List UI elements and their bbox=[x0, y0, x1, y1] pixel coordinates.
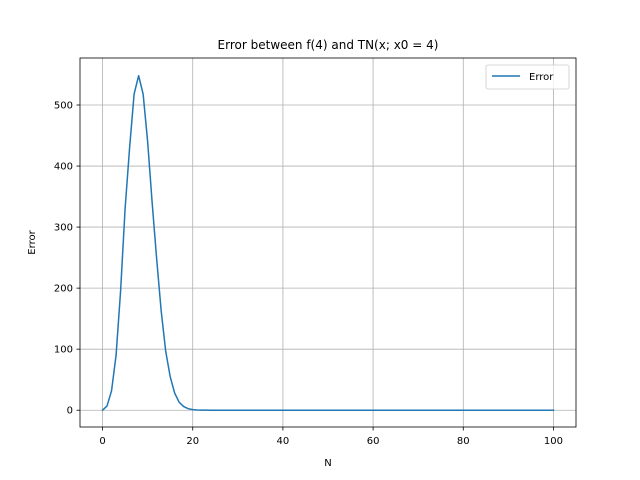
x-tick-label: 100 bbox=[544, 436, 563, 447]
chart-title: Error between f(4) and TN(x; x0 = 4) bbox=[218, 38, 439, 52]
y-tick-label: 100 bbox=[54, 345, 73, 356]
legend: Error bbox=[485, 64, 570, 90]
y-tick-label: 200 bbox=[54, 284, 73, 295]
x-tick-label: 60 bbox=[367, 436, 380, 447]
x-tick-label: 0 bbox=[99, 436, 105, 447]
x-tick-label: 20 bbox=[186, 436, 199, 447]
y-tick-label: 300 bbox=[54, 223, 73, 234]
x-tick-label: 40 bbox=[277, 436, 290, 447]
ticks: 0 20 40 60 80 100 0 100 200 300 400 500 bbox=[54, 101, 563, 447]
x-tick-label: 80 bbox=[457, 436, 470, 447]
y-tick-label: 400 bbox=[54, 162, 73, 173]
plot-frame bbox=[79, 57, 577, 428]
x-axis-label: N bbox=[324, 458, 331, 469]
y-tick-label: 500 bbox=[54, 101, 73, 112]
legend-box bbox=[485, 64, 570, 90]
legend-label-error: Error bbox=[529, 72, 554, 83]
y-axis-label: Error bbox=[27, 229, 38, 254]
y-tick-label: 0 bbox=[67, 406, 73, 417]
series-line-error bbox=[101, 74, 555, 412]
series-layer bbox=[101, 74, 555, 412]
grid-lines bbox=[80, 58, 576, 427]
